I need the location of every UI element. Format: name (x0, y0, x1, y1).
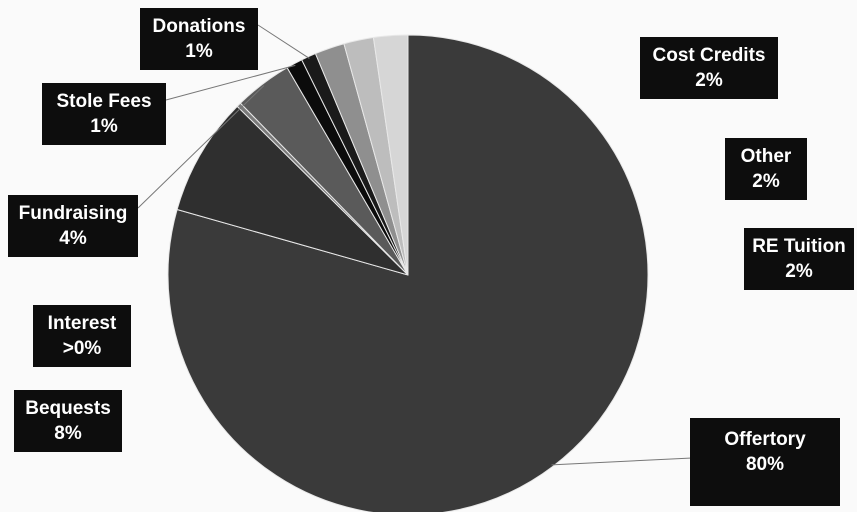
leader-line-offertory (551, 457, 693, 466)
label-fundraising: Fundraising 4% (8, 195, 138, 257)
label-donations: Donations 1% (140, 8, 258, 70)
label-interest-pct: >0% (62, 338, 102, 359)
label-fundraising-name: Fundraising (18, 203, 128, 224)
label-donations-pct: 1% (185, 41, 213, 62)
leader-line-donations (257, 24, 310, 59)
label-re-tuition: RE Tuition 2% (744, 228, 854, 290)
label-re-tuition-pct: 2% (785, 261, 813, 282)
label-fundraising-pct: 4% (59, 228, 87, 249)
label-donations-name: Donations (152, 16, 246, 37)
pie-slice-offertory (167, 34, 649, 512)
label-stole-fees-pct: 1% (90, 116, 118, 137)
label-offertory-pct: 80% (745, 454, 785, 475)
label-re-tuition-name: RE Tuition (752, 236, 846, 257)
label-bequests-name: Bequests (25, 398, 111, 419)
label-stole-fees: Stole Fees 1% (42, 83, 166, 145)
label-bequests-pct: 8% (54, 423, 82, 444)
label-cost-credits-name: Cost Credits (652, 45, 766, 66)
label-interest-name: Interest (47, 313, 117, 334)
label-cost-credits: Cost Credits 2% (640, 37, 778, 99)
pie-slice-cost-credits (372, 34, 409, 276)
leader-line-stole-fees (165, 64, 296, 101)
leader-line-fundraising (137, 85, 265, 209)
label-other: Other 2% (725, 138, 807, 200)
label-interest: Interest >0% (33, 305, 131, 367)
label-other-name: Other (740, 146, 792, 167)
label-offertory: Offertory 80% (690, 418, 840, 506)
label-other-pct: 2% (752, 171, 780, 192)
label-stole-fees-name: Stole Fees (56, 91, 152, 112)
label-cost-credits-pct: 2% (695, 70, 723, 91)
pie-slice-bequests (176, 105, 409, 276)
label-bequests: Bequests 8% (14, 390, 122, 452)
label-offertory-name: Offertory (724, 429, 806, 450)
